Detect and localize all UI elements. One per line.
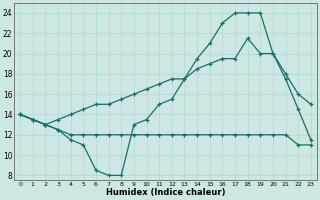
X-axis label: Humidex (Indice chaleur): Humidex (Indice chaleur) (106, 188, 225, 197)
